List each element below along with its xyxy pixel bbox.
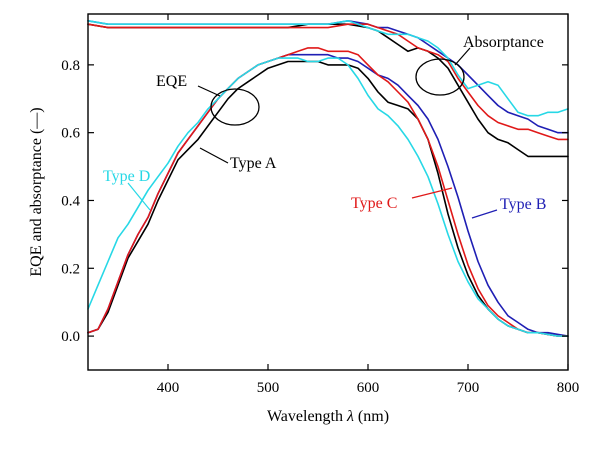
absorptance-line-type-d [87, 20, 569, 117]
annotation-type-a: Type A [230, 155, 277, 172]
annotation-type-c: Type C [351, 195, 397, 212]
eqe-line-type-d [87, 57, 569, 337]
annotation-type-d: Type D [103, 168, 150, 185]
highlight-ellipses [210, 58, 465, 126]
type-b-pointer [471, 209, 498, 219]
type-a-pointer [199, 147, 229, 164]
absorptance-highlight-ellipse [415, 58, 465, 96]
annotation-eqe: EQE [156, 73, 187, 90]
y-tick-label-0: 0.0 [61, 329, 80, 345]
annotation-type-b: Type B [500, 196, 546, 213]
type-c-pointer [411, 187, 453, 199]
y-tick-label-3: 0.6 [61, 126, 80, 142]
eqe-pointer [197, 85, 221, 97]
x-tick-label-800: 800 [557, 380, 580, 396]
series-layer [87, 20, 569, 337]
axes: 400 500 600 700 800 0.0 0.2 0.4 0.6 0.8 [61, 14, 579, 396]
y-tick-label-1: 0.2 [61, 261, 80, 277]
eqe-highlight-ellipse [210, 88, 260, 126]
absorptance-pointer [454, 47, 471, 66]
x-tick-label-500: 500 [257, 380, 280, 396]
x-tick-label-600: 600 [357, 380, 380, 396]
eqe-line-type-c [87, 47, 569, 337]
x-tick-label-400: 400 [157, 380, 180, 396]
annotation-layer: EQE Absorptance Type A Type D Type C Typ… [103, 34, 546, 219]
type-d-pointer [127, 182, 151, 211]
x-axis-title: Wavelength λ (nm) [267, 408, 389, 425]
plot-frame [87, 13, 569, 371]
y-axis-title: EQE and absorptance (—) [28, 107, 45, 276]
y-tick-label-2: 0.4 [61, 193, 80, 209]
y-tick-label-4: 0.8 [61, 58, 80, 74]
annotation-absorptance: Absorptance [463, 34, 544, 51]
x-tick-label-700: 700 [457, 380, 480, 396]
